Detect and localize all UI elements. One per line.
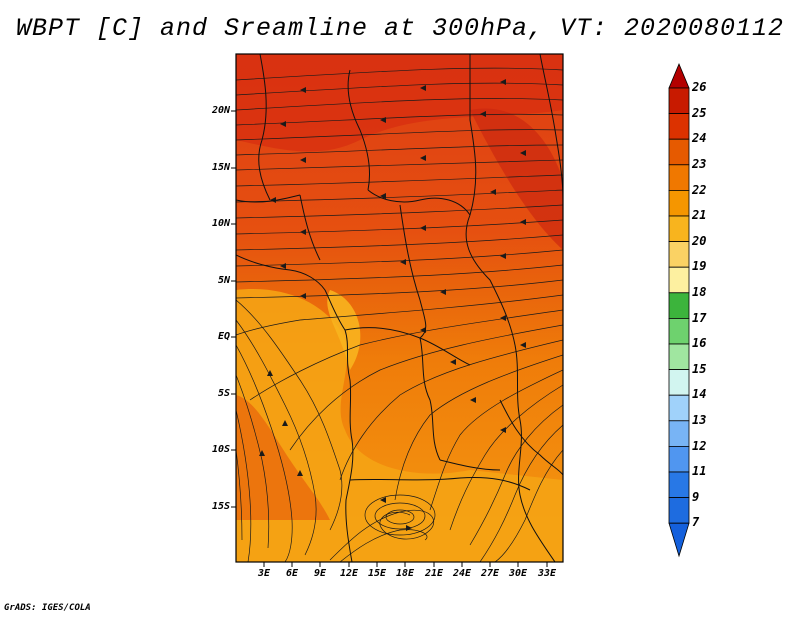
- colorbar-label: 17: [692, 311, 707, 325]
- colorbar-label: 13: [692, 413, 707, 427]
- lon-label: 30E: [508, 568, 528, 579]
- lat-label: 20N: [211, 105, 230, 116]
- colorbar-label: 16: [692, 336, 707, 350]
- lat-label: 10N: [211, 218, 230, 229]
- colorbar-label: 18: [692, 285, 707, 299]
- colorbar-label: 11: [692, 464, 707, 478]
- axis-ticks: [231, 110, 548, 567]
- colorbar-label: 7: [692, 515, 700, 529]
- country-borders: [236, 54, 563, 562]
- colorbar-label: 20: [692, 234, 707, 248]
- lon-label: 6E: [285, 568, 299, 579]
- colorbar-label: 9: [692, 490, 700, 504]
- lat-label: 10S: [211, 444, 230, 455]
- lon-label: 21E: [424, 568, 444, 579]
- lon-label: 9E: [313, 568, 327, 579]
- colorbar-label: 25: [692, 106, 707, 120]
- map-title: WBPT [C] and Sreamline at 300hPa, VT: 20…: [15, 14, 785, 43]
- lat-label: 15N: [211, 162, 230, 173]
- colorbar-label: 15: [692, 362, 707, 376]
- grads-credit: GrADS: IGES/COLA: [4, 603, 91, 613]
- colorbar-label: 19: [692, 259, 707, 273]
- streamlines: [236, 67, 563, 562]
- wbpt-field: [236, 54, 563, 562]
- colorbar-label: 14: [692, 387, 707, 401]
- lon-label: 12E: [339, 568, 359, 579]
- colorbar-label: 26: [692, 80, 707, 94]
- colorbar: [668, 62, 690, 558]
- lon-label: 33E: [537, 568, 557, 579]
- lat-label: 15S: [211, 501, 230, 512]
- lat-label: EQ: [217, 331, 230, 342]
- lon-label: 15E: [367, 568, 387, 579]
- lon-label: 18E: [395, 568, 415, 579]
- colorbar-label: 23: [692, 157, 707, 171]
- lat-label: 5N: [217, 275, 230, 286]
- colorbar-label: 21: [692, 208, 707, 222]
- lat-label: 5S: [217, 388, 230, 399]
- colorbar-label: 22: [692, 183, 707, 197]
- colorbar-label: 24: [692, 131, 707, 145]
- lon-label: 24E: [452, 568, 472, 579]
- map-frame: [235, 53, 564, 563]
- colorbar-top-arrow: [668, 62, 690, 89]
- streamline-arrows: [259, 79, 526, 531]
- lon-label: 27E: [480, 568, 500, 579]
- lon-label: 3E: [257, 568, 271, 579]
- colorbar-label: 12: [692, 439, 707, 453]
- colorbar-bottom-arrow: [668, 522, 690, 558]
